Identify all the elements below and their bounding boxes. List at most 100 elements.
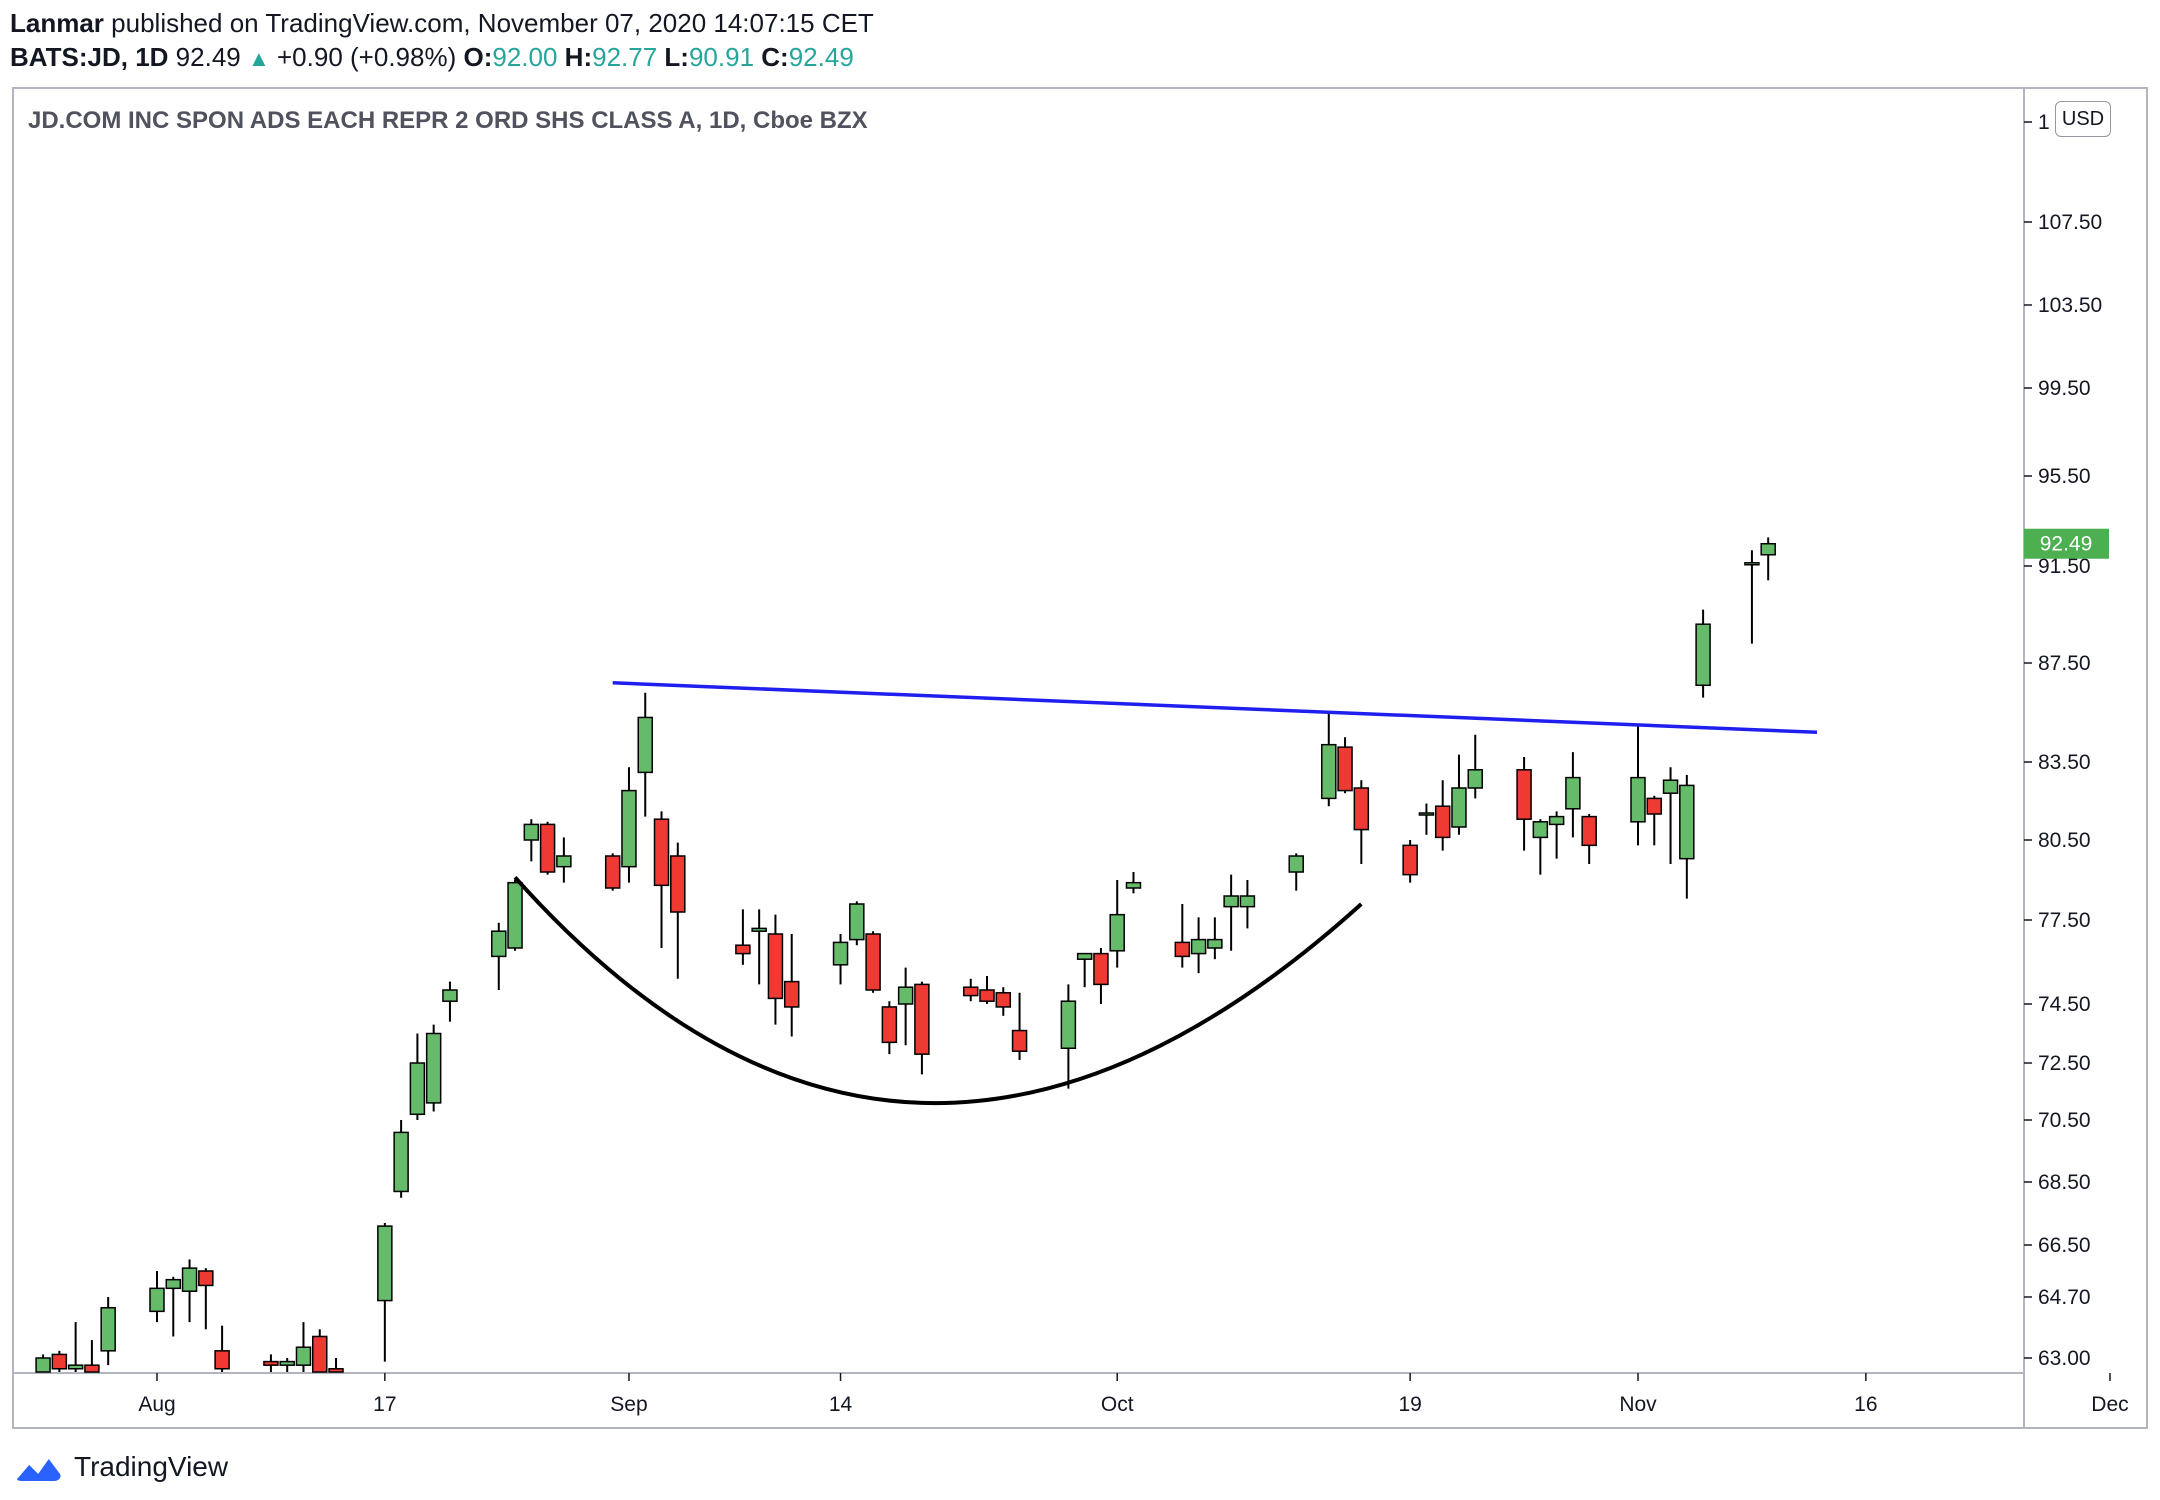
author-name[interactable]: Lanmar (10, 8, 104, 38)
time-tick-label: Oct (1101, 1393, 1134, 1416)
resistance-trendline[interactable] (612, 681, 1818, 735)
currency-button[interactable]: USD (2055, 101, 2111, 137)
candle (637, 692, 653, 817)
candle-body (279, 1360, 295, 1366)
candle-body (51, 1353, 68, 1370)
candle-body (767, 933, 784, 1000)
candle-body (84, 1364, 100, 1373)
time-axis[interactable]: Aug17Sep14Oct19Nov16Dec1 (138, 1373, 2160, 1416)
candle (1646, 795, 1663, 846)
candle-body (214, 1350, 230, 1370)
candle (1532, 819, 1549, 875)
candle-body (604, 855, 621, 889)
candle (377, 1222, 393, 1362)
candle-body (670, 855, 686, 913)
candle-body (1207, 938, 1223, 949)
tradingview-logo[interactable]: TradingView (14, 1447, 228, 1487)
candle (735, 909, 751, 965)
candle-body (783, 980, 800, 1008)
close-label: C: (761, 42, 789, 72)
candle (1744, 550, 1760, 644)
candle (979, 976, 995, 1004)
candle-body (962, 986, 979, 997)
candle (1695, 609, 1711, 698)
candle (425, 1024, 442, 1112)
candle (1548, 811, 1565, 859)
candle-body (1467, 769, 1484, 789)
low-value: 90.91 (688, 42, 755, 72)
price-tick-label: 1 (2038, 111, 2050, 134)
time-tick-label: Sep (610, 1393, 647, 1416)
price-tick-label: 83.50 (2038, 751, 2091, 774)
candle-body (1288, 855, 1304, 873)
candle (751, 909, 767, 985)
candle-body (328, 1368, 344, 1373)
candle (35, 1354, 51, 1373)
candle-body (1093, 952, 1109, 986)
candle-body (1223, 895, 1239, 908)
publish-info: Lanmar published on TradingView.com, Nov… (10, 8, 874, 39)
candle (783, 934, 800, 1037)
candle (393, 1120, 409, 1198)
open-value: 92.00 (492, 42, 558, 72)
candle-body (35, 1357, 51, 1373)
candle-body (653, 818, 670, 887)
candle (914, 981, 930, 1075)
candle-body (1695, 623, 1711, 687)
price-tick-label: 68.50 (2038, 1171, 2091, 1194)
candle (1239, 880, 1256, 929)
candle-body (1565, 776, 1581, 810)
candle (51, 1350, 68, 1372)
candle-body (1321, 743, 1337, 800)
candle (1011, 992, 1028, 1061)
candle-body (735, 944, 751, 955)
candle (442, 981, 458, 1022)
candle (1288, 853, 1304, 891)
candle-body (1760, 542, 1776, 556)
candle (311, 1329, 328, 1373)
symbol-label[interactable]: BATS:JD, 1D (10, 42, 169, 72)
candle-body (1679, 784, 1695, 860)
candle (1516, 757, 1532, 851)
candle-body (295, 1346, 312, 1366)
candle-body (263, 1360, 279, 1366)
price-tick-label: 72.50 (2038, 1052, 2091, 1075)
candle (1076, 952, 1093, 988)
candle (1174, 904, 1191, 968)
price-tick-label: 107.50 (2038, 211, 2102, 234)
candle-body (1109, 913, 1125, 952)
time-tick-label: 17 (373, 1393, 396, 1416)
candle (995, 987, 1012, 1016)
candle-body (1646, 797, 1663, 815)
time-tick-label: Dec (2091, 1393, 2128, 1416)
price-tick-label: 64.70 (2038, 1286, 2091, 1309)
candle (1060, 984, 1077, 1089)
candle (1207, 917, 1223, 960)
candle (604, 853, 621, 891)
candle-body (1125, 881, 1142, 889)
candle (881, 1001, 898, 1055)
candle (1223, 874, 1239, 951)
candle (1353, 780, 1370, 864)
time-tick-label: 14 (829, 1393, 853, 1416)
candle (556, 837, 572, 883)
candle (1630, 724, 1646, 846)
candle (1581, 814, 1597, 864)
cup-pattern-curve[interactable] (513, 876, 1363, 1106)
candle (962, 978, 979, 1002)
candle (1467, 734, 1484, 799)
candle-body (165, 1278, 182, 1290)
price-tick-label: 66.50 (2038, 1234, 2091, 1257)
price-axis[interactable]: 1 107.50 103.50 99.50 95.50 91.50 87.50 83.50 80… (2024, 111, 2102, 1370)
last-price: 92.49 (175, 42, 241, 72)
candle (263, 1354, 279, 1372)
candle-body (1011, 1029, 1028, 1052)
candle-body (1353, 787, 1370, 831)
candle-body (1548, 815, 1565, 826)
candle-body (425, 1032, 442, 1104)
candle-body (979, 989, 995, 1002)
candle-body (377, 1225, 393, 1302)
candle-body (1434, 805, 1451, 839)
candle-body (181, 1267, 198, 1292)
